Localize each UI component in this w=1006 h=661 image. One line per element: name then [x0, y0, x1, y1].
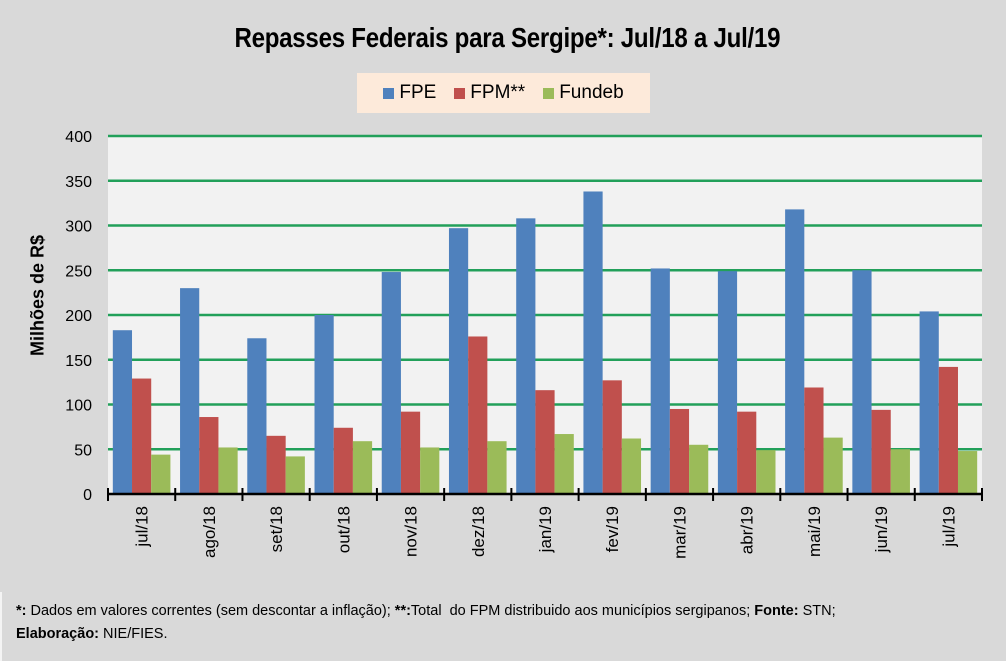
bar-fpe — [785, 209, 805, 494]
legend-swatch-fpe — [383, 87, 395, 99]
y-tick-label: 300 — [65, 219, 92, 236]
bar-fundeb — [352, 441, 373, 494]
legend-swatch-fundeb — [543, 87, 555, 99]
bar-fundeb — [218, 447, 238, 494]
bar-fpm — [669, 408, 690, 494]
footnote-line-1: *: Dados em valores correntes (sem desco… — [16, 600, 1006, 623]
bar-fundeb — [890, 449, 910, 494]
bar-fundeb — [823, 437, 843, 494]
x-tick-label: jun/19 — [872, 506, 891, 553]
y-axis-label: Milhões de R$ — [27, 234, 48, 357]
footnote-line-2: Elaboração: NIE/FIES. — [16, 623, 1006, 646]
bar-fpe — [717, 271, 738, 494]
bar-fundeb — [756, 450, 776, 494]
x-tick-label: ago/18 — [200, 506, 219, 558]
bar-fpe — [650, 268, 670, 494]
bar-fpe — [180, 288, 200, 494]
footnote-key: Fonte: — [754, 603, 799, 619]
x-tick-label: nov/18 — [402, 506, 421, 557]
footnote-text: Total do FPM distribuido aos municípios … — [410, 603, 755, 619]
bar-fpe — [247, 338, 267, 494]
y-tick-label: 150 — [65, 353, 92, 370]
x-tick-label: jul/18 — [133, 506, 152, 548]
bar-fpm — [938, 366, 958, 494]
x-tick-label: abr/19 — [738, 506, 757, 554]
footnote: *: Dados em valores correntes (sem desco… — [0, 592, 1006, 661]
y-tick-label: 350 — [65, 174, 92, 191]
bars — [112, 191, 978, 495]
bar-fundeb — [689, 444, 709, 494]
bar-fpm — [602, 380, 622, 494]
bar-fpm — [199, 417, 219, 494]
y-tick-label: 250 — [65, 263, 92, 280]
bar-fundeb — [957, 451, 978, 494]
footnote-text: NIE/FIES. — [99, 626, 168, 642]
x-tick-label: jul/19 — [939, 506, 958, 548]
footnote-key: **: — [394, 603, 411, 619]
bar-fpe — [919, 311, 939, 494]
bar-fundeb — [487, 441, 507, 494]
legend-item-fpm: FPM** — [454, 82, 525, 104]
bar-fpm — [266, 435, 286, 494]
footnote-key: *: — [16, 603, 27, 619]
bar-fundeb — [285, 456, 305, 494]
x-tick-label: fev/19 — [603, 506, 622, 552]
x-tick-label: mar/19 — [670, 506, 689, 559]
bar-fpm — [468, 336, 488, 494]
bar-fpm — [804, 387, 824, 494]
bar-fpm — [737, 411, 757, 494]
legend-item-fpe: FPE — [383, 82, 436, 104]
footnote-text: STN; — [798, 603, 836, 619]
legend: FPE FPM** Fundeb — [357, 73, 650, 113]
bar-fpm — [400, 411, 421, 494]
legend-swatch-fpm — [454, 87, 466, 99]
bar-fundeb — [554, 434, 574, 494]
legend-item-fundeb: Fundeb — [543, 82, 624, 104]
bar-fpm — [871, 409, 891, 494]
bar-fpe — [516, 218, 536, 494]
y-tick-label: 400 — [65, 129, 92, 146]
x-tick-labels: jul/18 ago/18 set/18 out/18 nov/18 dez/18 jan/… — [133, 506, 959, 559]
y-tick-label: 0 — [83, 487, 92, 504]
x-tick-label: dez/18 — [469, 506, 488, 557]
bar-fpm — [132, 378, 152, 494]
bar-fpm — [535, 390, 555, 494]
bar-fpe — [314, 315, 334, 494]
bar-fpm — [333, 427, 353, 494]
legend-label-fpe: FPE — [399, 82, 437, 103]
x-tick-label: set/18 — [267, 506, 286, 552]
y-tick-label: 200 — [65, 308, 92, 325]
y-tick-label: 100 — [65, 398, 92, 415]
footnote-key: Elaboração: — [16, 626, 99, 642]
x-tick-label: out/18 — [334, 506, 353, 553]
legend-label-fpm: FPM** — [470, 82, 526, 103]
bar-fpe — [448, 228, 469, 494]
x-tick-label: mai/19 — [805, 506, 824, 557]
legend-label-fundeb: Fundeb — [559, 82, 624, 103]
bar-fpe — [852, 270, 872, 494]
chart-title: Repasses Federais para Sergipe*: Jul/18 … — [234, 22, 781, 53]
y-tick-label: 50 — [74, 442, 92, 459]
bar-fpe — [112, 330, 133, 494]
x-tick-label: jan/19 — [536, 506, 555, 553]
axes — [107, 488, 983, 501]
bar-fpe — [583, 191, 603, 495]
bar-fpe — [381, 272, 401, 494]
bar-fundeb — [621, 438, 642, 494]
y-tick-labels: 0 50 100 150 200 250 300 350 400 — [65, 129, 92, 504]
footnote-text: Dados em valores correntes (sem desconta… — [26, 603, 395, 619]
bar-fundeb — [420, 447, 440, 494]
bar-fundeb — [151, 454, 171, 494]
